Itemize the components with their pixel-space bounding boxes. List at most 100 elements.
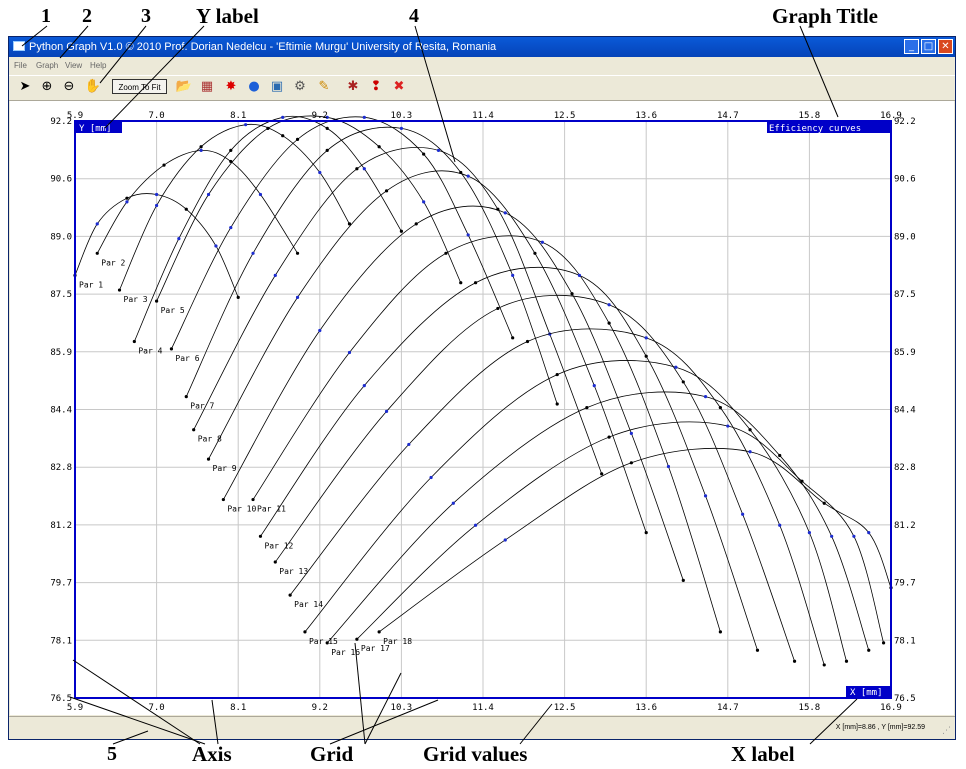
window-title: Python Graph V1.0 © 2010 Prof. Dorian Ne… (29, 41, 497, 53)
curve-line (378, 447, 892, 633)
minimize-button[interactable]: _ (904, 39, 919, 54)
curve-line (119, 123, 350, 291)
data-point (533, 251, 537, 255)
curve-label: Par 3 (124, 295, 148, 304)
data-point (800, 479, 804, 483)
data-point (629, 431, 633, 435)
data-point (540, 240, 544, 244)
y-tick-label-right: 90.6 (894, 175, 916, 185)
curve-label: Par 10 (227, 505, 256, 514)
data-point (496, 306, 500, 311)
data-point (644, 531, 648, 535)
data-point (681, 380, 685, 384)
data-point (325, 126, 329, 130)
plot-area[interactable]: Par 1 Par 2 Par 3 Par 4 Par 5 Par 6 Par 7 Par 8… (10, 101, 954, 715)
data-point (867, 648, 871, 652)
y-tick-label-right: 79.7 (894, 579, 916, 589)
data-point (466, 174, 470, 178)
data-point (384, 409, 389, 413)
y-axis-label: Y [mm] (79, 124, 112, 134)
y-tick-label-right: 78.1 (894, 636, 916, 646)
y-label-box (76, 122, 122, 133)
marker-icon[interactable]: ✸ (225, 79, 237, 94)
close-button[interactable]: ✕ (938, 39, 953, 54)
x-tick-label-bottom: 11.4 (472, 703, 494, 713)
data-point (436, 148, 441, 153)
curve-label: Par 12 (264, 541, 293, 550)
data-point (503, 538, 507, 542)
data-point (155, 192, 159, 197)
app-icon (13, 41, 25, 51)
data-point (822, 663, 826, 667)
bug-icon[interactable]: ✱ (347, 79, 359, 94)
y-tick-label-right: 89.0 (894, 232, 916, 242)
data-point (674, 365, 678, 369)
y-tick-label-right: 87.5 (894, 290, 916, 300)
data-point (251, 251, 255, 255)
curve-label: Par 7 (190, 402, 214, 411)
data-point (629, 461, 633, 465)
data-point (422, 200, 426, 204)
data-point (362, 115, 366, 119)
data-point (362, 167, 366, 171)
data-point (214, 244, 218, 248)
resize-grip-icon[interactable]: ⋰ (942, 726, 951, 736)
exit-icon[interactable]: ✖ (393, 79, 405, 94)
curve-label: Par 1 (79, 280, 103, 289)
pointer-icon[interactable]: ➤ (19, 79, 31, 94)
pencil-icon[interactable]: ✎ (318, 79, 330, 94)
data-point (459, 281, 463, 285)
efficiency-chart[interactable]: Par 1 Par 2 Par 3 Par 4 Par 5 Par 6 Par 7 Par 8… (10, 101, 954, 715)
data-point (852, 534, 856, 538)
curve-line (185, 126, 558, 405)
y-tick-label-left: 87.5 (50, 290, 72, 300)
menu-help[interactable]: Help (90, 61, 107, 70)
data-point (355, 167, 359, 171)
data-point (703, 494, 708, 498)
data-point (295, 251, 300, 255)
callout-grid: Grid (310, 742, 354, 766)
curve-line (356, 421, 884, 643)
zoom-to-fit-button[interactable]: Zoom To Fit (112, 79, 167, 94)
data-point (318, 170, 322, 175)
data-point (95, 251, 99, 255)
menu-file[interactable]: File (14, 61, 27, 70)
maximize-button[interactable]: □ (921, 39, 936, 54)
data-point (377, 630, 381, 634)
curve-layer: Par 1 Par 2 Par 3 Par 4 Par 5 Par 6 Par 7 Par 8… (73, 115, 893, 667)
data-point (644, 354, 648, 358)
help-icon[interactable]: ❢ (370, 79, 382, 94)
data-point (155, 299, 159, 303)
data-point (273, 560, 277, 564)
globe-icon[interactable]: ● (248, 79, 260, 94)
data-point (125, 200, 129, 204)
curve-line (289, 328, 825, 666)
data-point (414, 222, 418, 226)
zoom-in-icon[interactable]: ⊕ (41, 79, 53, 94)
title-box (767, 122, 891, 133)
data-point (422, 152, 426, 156)
pan-hand-icon[interactable]: ✋ (84, 79, 102, 94)
y-tick-label-right: 84.4 (894, 406, 916, 416)
data-point (444, 251, 448, 255)
image-icon[interactable]: ▣ (270, 79, 284, 94)
settings-icon[interactable]: ⚙ (294, 79, 306, 94)
x-tick-label-top: 9.2 (312, 111, 328, 121)
data-point (511, 273, 515, 277)
data-point (451, 501, 455, 505)
data-point (199, 148, 203, 153)
zoom-out-icon[interactable]: ⊖ (63, 79, 75, 94)
menu-bar: File Graph View Help (9, 58, 955, 74)
callout-3: 3 (141, 5, 151, 27)
data-point (748, 428, 752, 432)
title-bar[interactable]: Python Graph V1.0 © 2010 Prof. Dorian Ne… (9, 37, 955, 57)
x-tick-label-bottom: 13.6 (635, 703, 657, 713)
menu-view[interactable]: View (65, 61, 83, 70)
data-point (399, 126, 403, 130)
y-tick-label-right: 76.5 (894, 694, 916, 704)
data-point (258, 534, 263, 538)
grid-icon[interactable]: ▦ (200, 79, 214, 94)
menu-graph[interactable]: Graph (36, 61, 59, 70)
callout-grid-values: Grid values (423, 742, 528, 766)
open-folder-icon[interactable]: 📂 (175, 79, 193, 94)
